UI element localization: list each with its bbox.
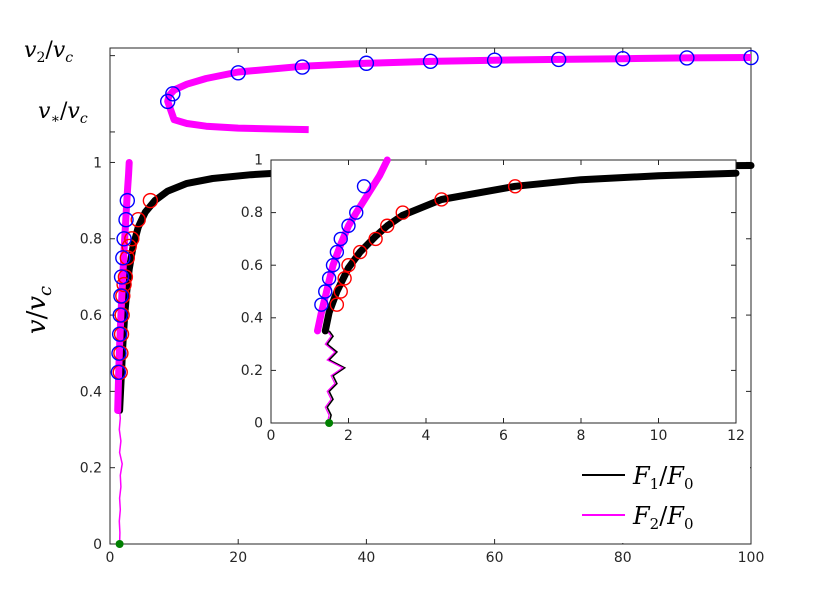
inset-xtick-label: 12 (727, 428, 745, 444)
inset-marker-blue (314, 297, 329, 312)
inset-marker-red (341, 258, 356, 273)
main-ytick-label: 0.4 (80, 384, 102, 400)
main-xtick-label: 100 (738, 550, 765, 566)
inset-marker-red (352, 244, 368, 260)
inset-marker-blue (321, 271, 337, 286)
marker-blue (112, 307, 128, 323)
inset-marker-red (329, 297, 345, 312)
inset-marker-red (333, 284, 348, 299)
series-line-f2-upper (164, 54, 752, 134)
main-ytick-label: 0.8 (80, 232, 102, 248)
marker-blue (119, 192, 136, 209)
inset-line-f1 (321, 169, 740, 335)
marker-red (121, 238, 137, 255)
main-xtick-label: 40 (357, 550, 375, 566)
marker-blue (113, 288, 129, 304)
marker-blue (743, 49, 759, 66)
marker-blue (111, 345, 127, 361)
y-axis-label: v/vc (22, 286, 56, 334)
inset-ytick-label: 1 (254, 153, 263, 169)
inset-noise-f1 (326, 330, 347, 424)
main-series-group (110, 49, 759, 548)
inset-ytick-label: 0.2 (241, 363, 263, 379)
inset-marker-red (337, 271, 352, 286)
inset-marker-red (395, 205, 410, 220)
marker-blue (422, 53, 439, 70)
inset-marker-red (380, 218, 395, 233)
marker-red (142, 192, 159, 209)
inset-marker-blue (329, 244, 345, 260)
start-point-inset (325, 419, 334, 427)
inset-plot: 0 2 4 6 8 10 12 0 0.2 0.4 0.6 0.8 1 (241, 153, 745, 444)
marker-blue (159, 93, 176, 110)
inset-marker-blue (341, 218, 356, 233)
marker-red (116, 276, 132, 293)
legend: F1/F0 F2/F0 (570, 454, 750, 543)
marker-blue (486, 52, 503, 68)
main-ytick-label: 0.2 (80, 461, 102, 477)
inset-marker-red (507, 179, 523, 194)
main-plot-frame (109, 47, 752, 545)
marker-blue (294, 59, 310, 75)
marker-blue (165, 86, 181, 102)
marker-blue (115, 250, 131, 266)
inset-ytick-label: 0.4 (241, 310, 263, 326)
legend-box (570, 454, 750, 543)
inset-marker-red (368, 231, 383, 247)
inset-marker-blue (318, 284, 333, 299)
inset-xtick-label: 10 (650, 428, 668, 444)
inset-ticks: 0 2 4 6 8 10 12 0 0.2 0.4 0.6 0.8 1 (241, 153, 745, 444)
inset-line-f2 (314, 156, 391, 335)
marker-red (117, 269, 134, 285)
inset-plot-frame (270, 159, 737, 424)
marker-blue (110, 364, 127, 381)
inset-xtick-label: 4 (422, 428, 431, 444)
main-ytick-label: 0.6 (80, 308, 102, 324)
series-noise-main (118, 410, 123, 545)
marker-blue (679, 50, 695, 66)
inset-xtick-label: 2 (344, 428, 353, 444)
marker-blue (615, 50, 631, 67)
y-tick-vstar-vc: v∗/vc (38, 99, 88, 127)
main-xtick-label: 0 (106, 550, 115, 566)
marker-blue (116, 231, 132, 247)
marker-red (130, 211, 146, 228)
marker-blue (551, 51, 567, 68)
marker-blue (230, 65, 246, 81)
legend-label-f1: F1/F0 (632, 462, 694, 493)
main-xtick-label: 20 (229, 550, 247, 566)
inset-series-group (314, 156, 740, 427)
inset-xtick-label: 0 (267, 428, 276, 444)
inset-marker-blue (325, 258, 341, 273)
y-tick-v2-vc: v2/vc (24, 38, 73, 66)
marker-red (124, 231, 140, 247)
series-line-f2-lower (114, 159, 133, 414)
main-xtick-label: 60 (486, 550, 504, 566)
inset-ytick-label: 0.6 (241, 258, 263, 274)
legend-label-f2: F2/F0 (632, 502, 694, 533)
marker-blue (111, 326, 128, 342)
marker-blue (113, 269, 130, 285)
start-point-main (115, 540, 124, 548)
inset-ytick-label: 0 (254, 416, 263, 432)
main-ytick-label: 1 (93, 155, 102, 171)
main-xtick-label: 80 (614, 550, 632, 566)
marker-red (119, 250, 136, 266)
marker-blue (358, 55, 375, 71)
inset-marker-blue (349, 205, 364, 220)
inset-xtick-label: 6 (499, 428, 508, 444)
marker-blue (118, 211, 134, 228)
inset-marker-blue (333, 231, 348, 247)
main-ytick-label: 0 (93, 537, 102, 553)
inset-marker-red (434, 192, 449, 207)
inset-xtick-label: 8 (577, 428, 586, 444)
inset-ytick-label: 0.8 (241, 205, 263, 221)
inset-marker-blue (356, 179, 372, 194)
inset-noise-f2 (324, 330, 344, 424)
